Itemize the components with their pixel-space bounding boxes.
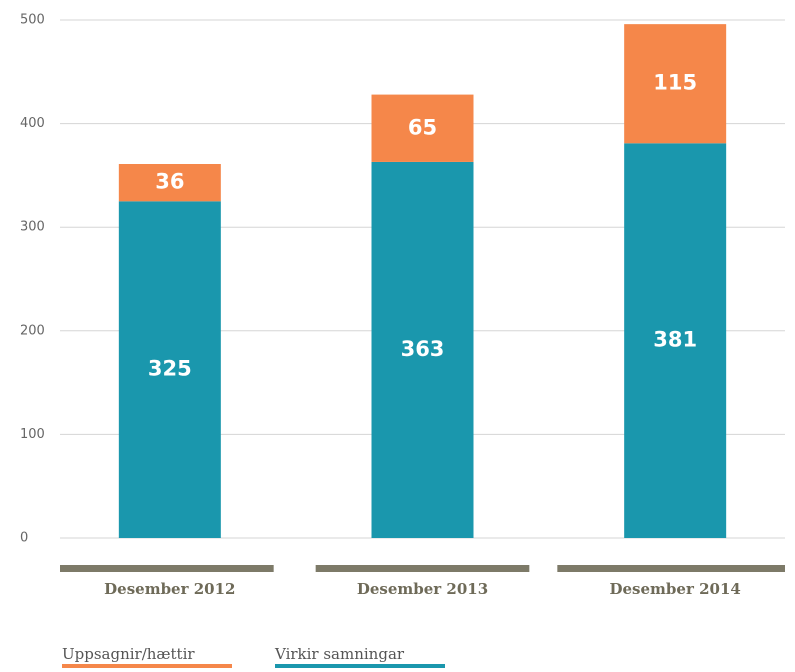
bar-segment — [118, 164, 221, 202]
data-label: 65 — [408, 115, 437, 139]
bar-segment — [371, 94, 474, 162]
data-label: 363 — [401, 337, 445, 361]
x-tick-label: Desember 2013 — [357, 580, 488, 598]
bar-segment — [371, 161, 474, 538]
bar-segment — [118, 201, 221, 539]
legend-label: Uppsagnir/hættir — [62, 645, 195, 663]
y-tick-label: 500 — [20, 13, 45, 28]
category-bar — [315, 565, 530, 572]
y-tick-label: 300 — [20, 220, 45, 235]
category-bar — [60, 565, 274, 572]
data-label: 36 — [155, 170, 184, 194]
y-tick-label: 100 — [20, 427, 45, 442]
x-tick-label: Desember 2012 — [104, 580, 235, 598]
y-tick-label: 0 — [20, 531, 28, 546]
category-bar — [557, 565, 785, 572]
data-label: 381 — [653, 328, 697, 352]
y-tick-label: 200 — [20, 323, 45, 338]
x-tick-label: Desember 2014 — [610, 580, 741, 598]
legend-label: Virkir samningar — [274, 645, 405, 663]
y-tick-label: 400 — [20, 116, 45, 131]
legend-swatch — [62, 664, 232, 668]
legend-swatch — [275, 664, 445, 668]
data-label: 325 — [148, 357, 192, 381]
data-label: 115 — [653, 71, 697, 95]
bar-segment — [624, 24, 727, 144]
bar-segment — [624, 143, 727, 538]
